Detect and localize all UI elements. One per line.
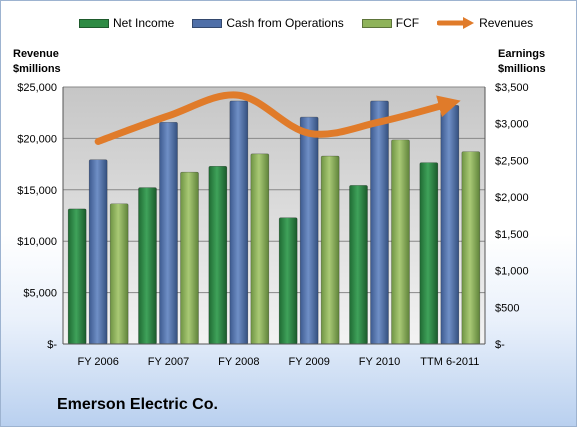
bar-fcf [180, 171, 199, 345]
bar-cash-from-operations [159, 121, 178, 345]
right-tick-label: $2,500 [495, 155, 529, 167]
bar-fcf [250, 153, 270, 345]
x-tick-label: FY 2007 [148, 356, 189, 368]
left-tick-label: $25,000 [17, 82, 57, 94]
bar-cash-from-operations [299, 116, 319, 345]
x-tick-label: FY 2009 [288, 356, 329, 368]
left-axis-title-line1: Revenue [13, 48, 59, 60]
bar-fcf [461, 151, 481, 345]
legend-swatch-fcf [361, 18, 392, 28]
legend: Net Income Cash from Operations FCF Reve… [79, 16, 551, 30]
x-tick-label: FY 2006 [77, 356, 118, 368]
right-tick-label: $500 [495, 302, 519, 314]
legend-arrow-icon [437, 17, 475, 29]
bar-net-income [349, 185, 368, 345]
legend-swatch-cash-from-operations [192, 18, 223, 28]
legend-label-fcf: FCF [395, 16, 420, 30]
bar-cash-from-operations [88, 159, 108, 345]
bar-net-income [419, 162, 439, 345]
legend-item-cash-from-operations: Cash from Operations [192, 16, 344, 30]
legend-item-net-income: Net Income [79, 16, 174, 30]
x-tick-label: TTM 6-2011 [420, 356, 479, 368]
x-tick-label: FY 2008 [218, 356, 259, 368]
bar-fcf [391, 139, 410, 345]
left-tick-label: $5,000 [23, 288, 57, 300]
chart-title: Emerson Electric Co. [57, 396, 218, 413]
right-tick-label: $3,500 [495, 82, 529, 94]
legend-item-fcf: FCF [361, 16, 420, 30]
right-axis-title-line1: Earnings [498, 48, 546, 60]
bar-net-income [208, 166, 228, 345]
right-tick-label: $3,000 [495, 119, 529, 131]
right-tick-label: $2,000 [495, 192, 529, 204]
bar-fcf [320, 155, 340, 345]
legend-label-revenues: Revenues [479, 16, 534, 30]
right-tick-label: $- [495, 339, 505, 351]
bar-cash-from-operations [370, 100, 389, 345]
left-axis-title: Revenue $millions [13, 47, 61, 77]
bar-cash-from-operations [229, 100, 249, 345]
legend-label-cash-from-operations: Cash from Operations [226, 16, 344, 30]
gridlines [63, 86, 485, 294]
bar-net-income [278, 217, 298, 345]
left-axis-title-line2: $millions [13, 63, 61, 75]
right-tick-label: $1,500 [495, 229, 529, 241]
bar-net-income [67, 208, 87, 345]
left-tick-label: $20,000 [17, 133, 57, 145]
legend-label-net-income: Net Income [113, 16, 175, 30]
revenue-line-path [94, 91, 461, 145]
right-axis-title: Earnings $millions [498, 47, 546, 77]
left-tick-label: $15,000 [17, 185, 57, 197]
bar-net-income [138, 187, 157, 345]
right-axis-title-line2: $millions [498, 63, 546, 75]
bar-fcf [109, 203, 129, 345]
legend-swatch-net-income [79, 18, 109, 28]
bar-cash-from-operations [440, 105, 460, 345]
revenue-line [94, 91, 461, 145]
x-tick-label: FY 2010 [359, 356, 400, 368]
left-tick-label: $- [47, 339, 57, 351]
legend-item-revenues: Revenues [437, 16, 533, 30]
left-tick-label: $10,000 [17, 236, 57, 248]
right-tick-label: $1,000 [495, 266, 529, 278]
axes: $- $5,000 $10,000 $15,000 $20,000 $25,000 $- $5… [17, 82, 528, 368]
